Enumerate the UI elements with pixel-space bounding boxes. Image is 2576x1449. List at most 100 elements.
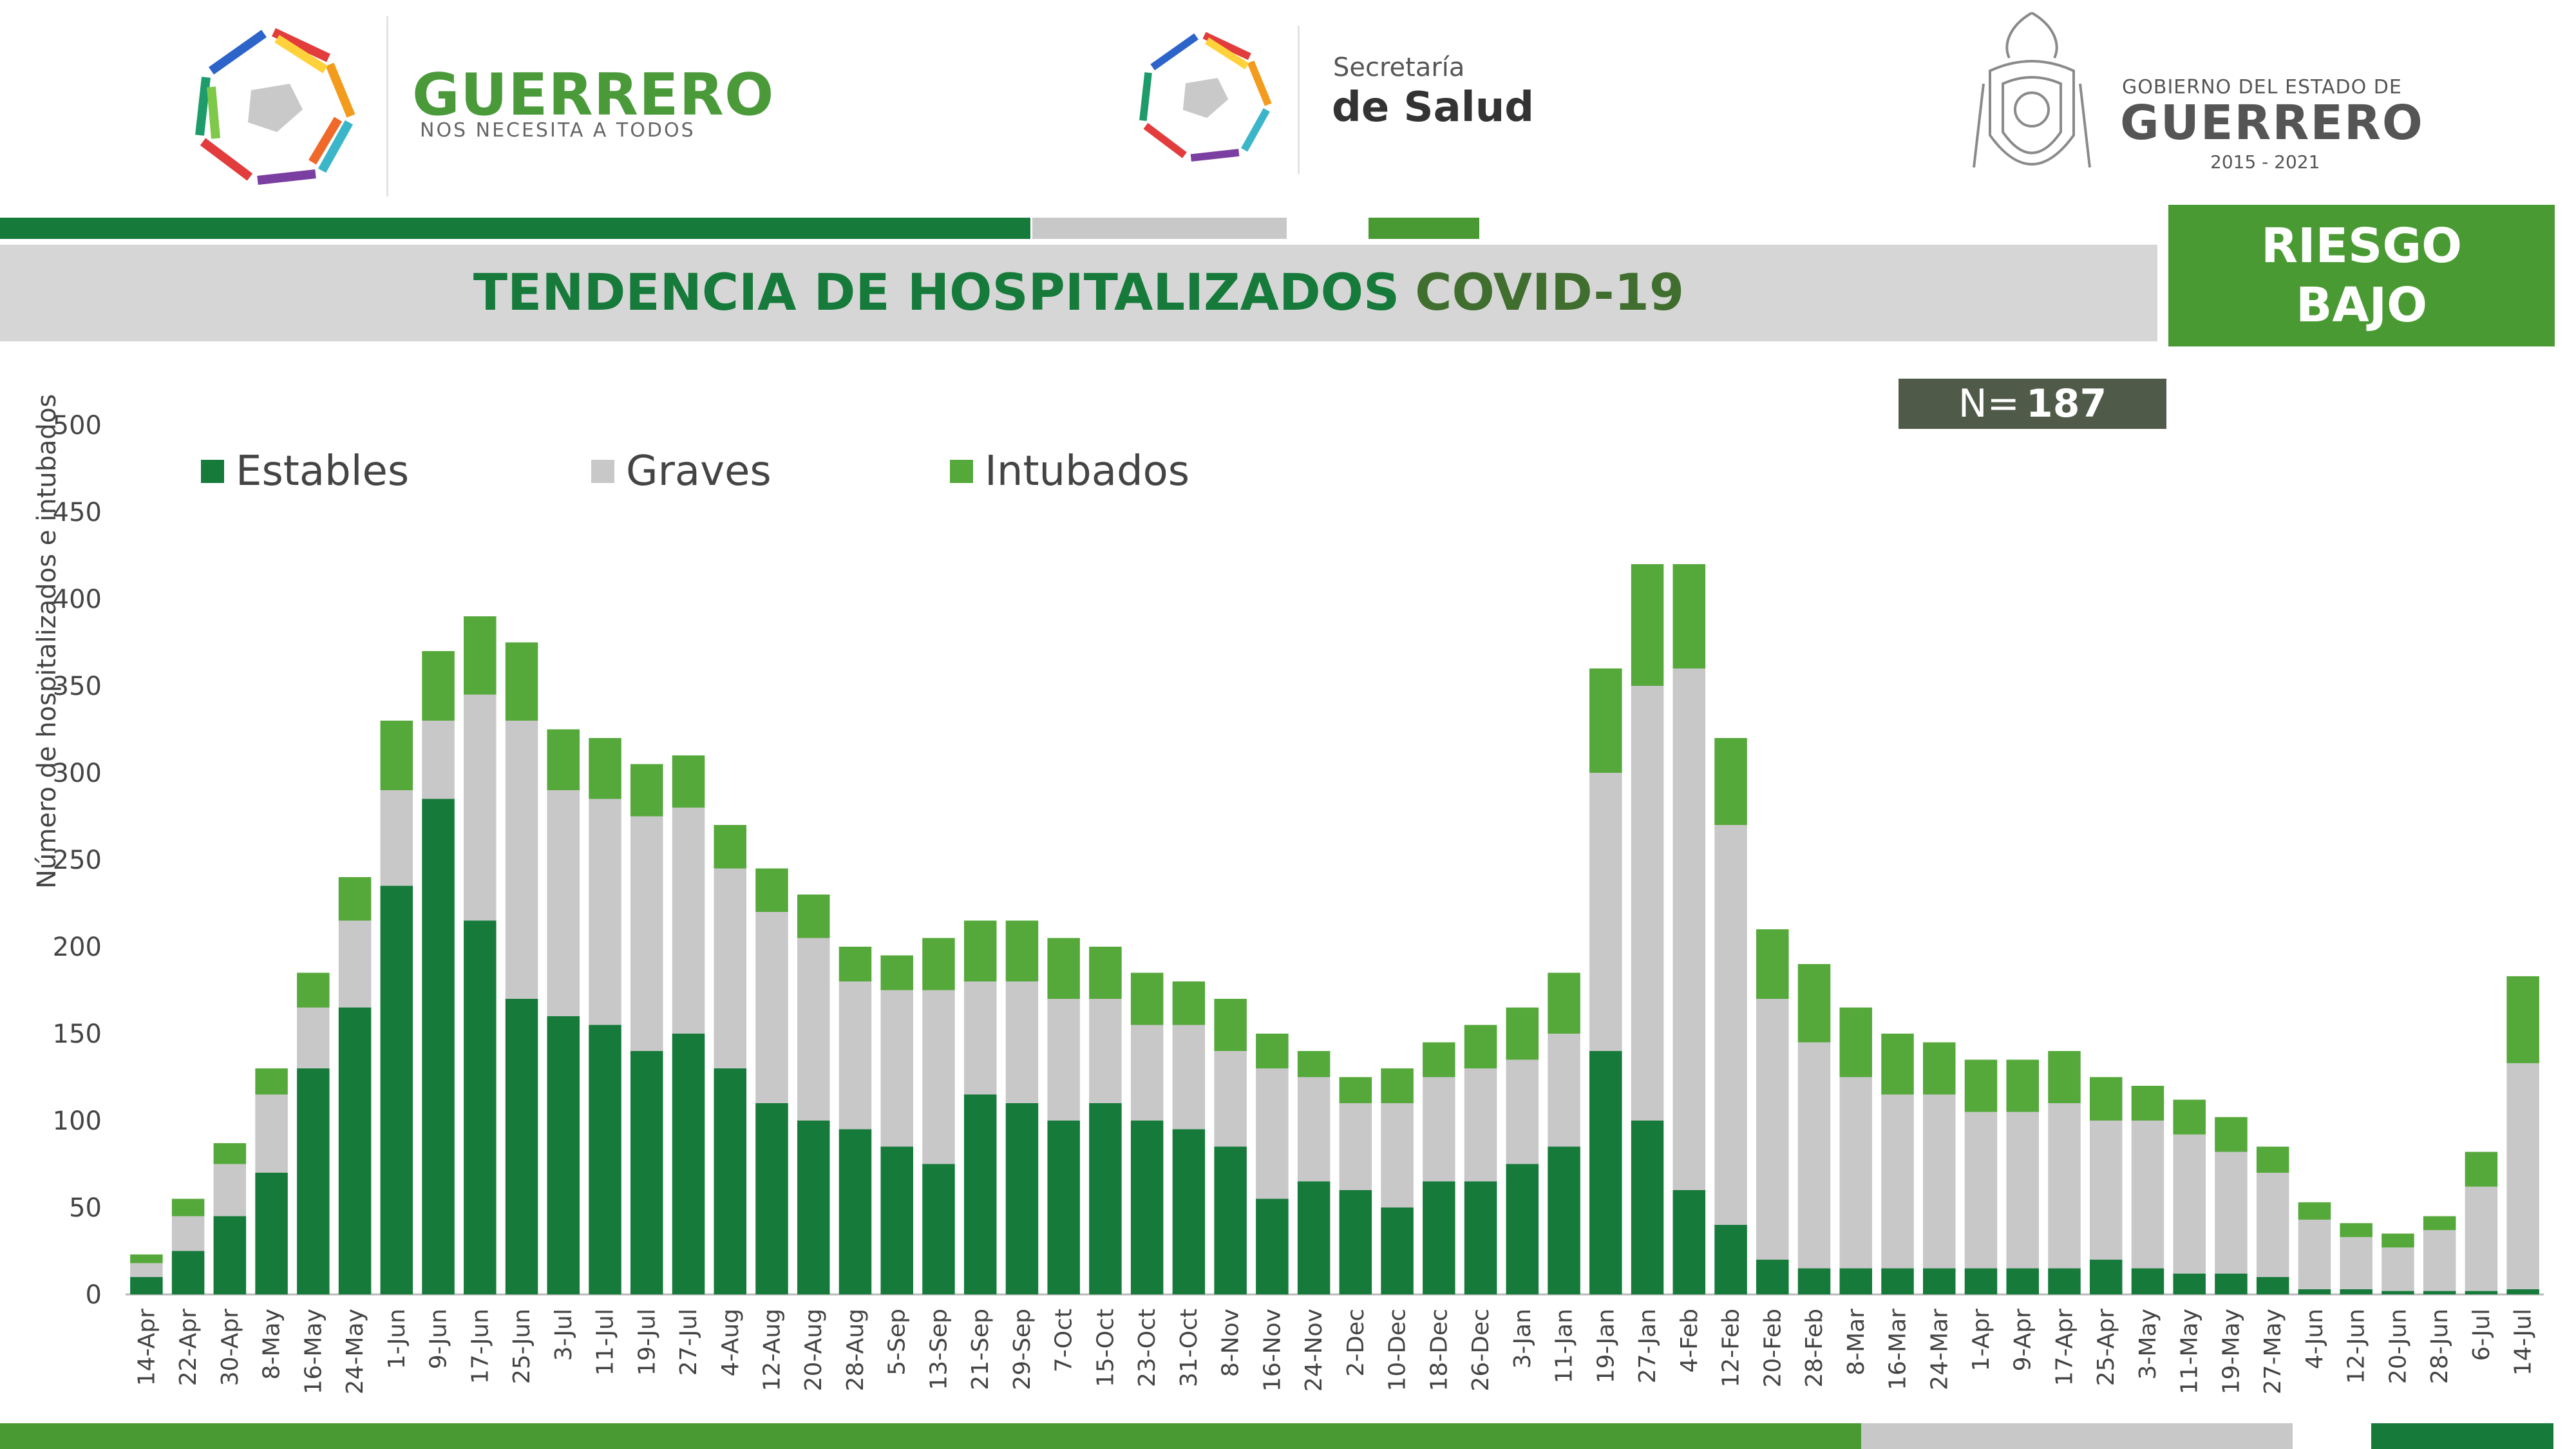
n-label: N= — [1958, 381, 2020, 426]
bar-estables — [547, 1016, 580, 1294]
x-tick-label: 20-Feb — [1759, 1309, 1786, 1388]
bar-estables — [1714, 1225, 1747, 1294]
x-tick-label: 17-Apr — [2051, 1309, 2078, 1386]
x-tick-label: 4-Jun — [2302, 1309, 2328, 1369]
x-tick-label: 24-Nov — [1301, 1309, 1327, 1392]
bar-intubados — [1464, 1025, 1497, 1068]
guerrero-brand-logo-icon — [195, 28, 355, 185]
legend-intubados: Intubados — [950, 448, 1189, 495]
bar-graves — [1756, 999, 1789, 1260]
bar-intubados — [1172, 981, 1206, 1025]
bar-intubados — [464, 616, 497, 695]
bar-estables — [2465, 1291, 2498, 1294]
bar-intubados — [255, 1068, 288, 1095]
bar-intubados — [1506, 1007, 1539, 1060]
bar-estables — [714, 1068, 746, 1294]
bar-estables — [1881, 1268, 1914, 1294]
bar-estables — [2131, 1268, 2164, 1294]
hospitalized-chart: 0 50 100 150 200 250 300 350 400 450 500 14-Apr 22-A… — [53, 411, 2544, 1394]
legend-swatch-estables — [201, 460, 224, 483]
x-tick-label: 28-Feb — [1801, 1309, 1828, 1388]
bar-graves — [2173, 1134, 2206, 1274]
x-tick-label: 2-Dec — [1343, 1309, 1369, 1377]
bar-graves — [1589, 773, 1622, 1051]
x-tick-label: 20-Jun — [2385, 1309, 2411, 1384]
x-tick-label: 17-Jun — [467, 1309, 493, 1384]
bar-estables — [1756, 1260, 1789, 1294]
legend-swatch-intubados — [950, 460, 973, 483]
x-tick-label: 12-Jun — [2344, 1309, 2370, 1384]
bar-graves — [630, 816, 663, 1051]
bar-graves — [1548, 1034, 1580, 1147]
x-tick-label: 4-Feb — [1676, 1309, 1703, 1373]
x-tick-label: 8-May — [259, 1309, 285, 1379]
x-tick-label: 3-Jan — [1510, 1309, 1536, 1368]
x-tick-label: 28-Aug — [842, 1309, 869, 1391]
y-tick-label: 400 — [53, 585, 102, 614]
bar-graves — [755, 912, 788, 1103]
bar-intubados — [2382, 1233, 2414, 1248]
x-tick-label: 12-Aug — [759, 1309, 785, 1391]
x-tick-label: 1-Apr — [1968, 1309, 1994, 1372]
bar-graves — [589, 799, 621, 1025]
bar-graves — [1214, 1051, 1247, 1147]
bar-estables — [922, 1164, 955, 1294]
legend-estables: Estables — [201, 448, 409, 495]
y-tick-label: 0 — [86, 1280, 102, 1310]
bar-graves — [1005, 981, 1039, 1103]
bar-graves — [1339, 1103, 1372, 1190]
bar-estables — [464, 920, 497, 1294]
bar-graves — [2089, 1121, 2123, 1260]
bar-graves — [672, 808, 705, 1034]
bar-intubados — [505, 642, 538, 721]
bar-graves — [255, 1094, 288, 1173]
bar-intubados — [630, 764, 663, 817]
bar-intubados — [2048, 1051, 2081, 1103]
x-tick-label: 18-Dec — [1426, 1309, 1452, 1391]
bar-intubados — [130, 1254, 163, 1264]
bar-intubados — [380, 721, 413, 790]
bar-estables — [880, 1146, 913, 1294]
x-tick-label: 11-Jul — [592, 1309, 619, 1376]
x-tick-label: 24-Mar — [1926, 1309, 1953, 1390]
bar-intubados — [1381, 1068, 1414, 1103]
bar-graves — [2506, 1063, 2539, 1289]
x-tick-label: 19-Jan — [1593, 1309, 1619, 1383]
bar-estables — [2256, 1277, 2289, 1294]
bar-graves — [1672, 668, 1706, 1190]
bar-estables — [1423, 1181, 1455, 1294]
risk-badge: RIESGO BAJO — [2168, 205, 2555, 346]
risk-line1: RIESGO — [2260, 218, 2462, 274]
bottom-bar-green — [0, 1423, 1861, 1449]
y-tick-label: 200 — [53, 933, 102, 962]
x-tick-label: 19-May — [2218, 1309, 2244, 1394]
y-tick-label: 50 — [69, 1193, 102, 1223]
state-seal-icon — [1973, 12, 2091, 168]
x-tick-label: 25-Jun — [509, 1309, 535, 1384]
bar-graves — [1464, 1068, 1497, 1182]
salud-line2: de Salud — [1332, 84, 1535, 131]
bar-graves — [2256, 1173, 2289, 1277]
bar-intubados — [714, 825, 746, 869]
bar-estables — [1631, 1121, 1664, 1294]
bar-intubados — [1256, 1034, 1289, 1068]
x-tick-label: 14-Apr — [133, 1309, 160, 1386]
bar-estables — [672, 1034, 705, 1294]
y-tick-label: 500 — [53, 411, 102, 440]
bar-graves — [2465, 1186, 2498, 1291]
bar-intubados — [2256, 1146, 2289, 1173]
bar-estables — [171, 1251, 205, 1294]
bar-estables — [755, 1103, 788, 1294]
bar-intubados — [213, 1143, 247, 1164]
bar-intubados — [589, 738, 621, 799]
risk-line2: BAJO — [2295, 278, 2428, 333]
x-tick-label: 31-Oct — [1176, 1309, 1202, 1387]
top-bar-lightgreen — [1368, 218, 1479, 239]
bar-estables — [1839, 1268, 1873, 1294]
bar-estables — [1464, 1181, 1497, 1294]
bar-graves — [422, 721, 455, 799]
total-count-badge: N= 187 — [1899, 379, 2166, 429]
y-tick-label: 450 — [53, 498, 102, 527]
bar-intubados — [755, 868, 788, 912]
bar-estables — [1672, 1190, 1706, 1294]
